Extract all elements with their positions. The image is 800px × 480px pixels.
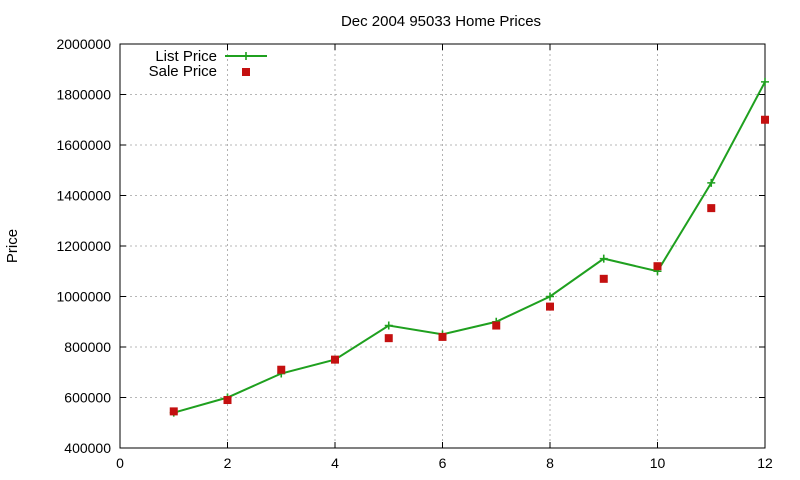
- list-price-point: [707, 178, 716, 187]
- y-tick-label: 1400000: [56, 188, 111, 204]
- sale-price-point: [492, 321, 501, 330]
- y-tick-label: 1200000: [56, 238, 111, 254]
- y-tick-label: 2000000: [56, 36, 111, 52]
- x-tick-label: 10: [650, 455, 666, 471]
- legend-swatch-sale-price: [242, 68, 250, 76]
- legend-label-list-price: List Price: [155, 48, 217, 65]
- sale-price-point: [331, 355, 339, 364]
- series-points: [169, 77, 769, 417]
- x-tick-label: 0: [116, 455, 124, 471]
- x-tick-label: 12: [757, 455, 773, 471]
- chart-title: Dec 2004 95033 Home Prices: [341, 13, 541, 30]
- legend-label-sale-price: Sale Price: [149, 63, 217, 80]
- y-tick-label: 800000: [64, 339, 111, 355]
- sale-price-point: [599, 274, 608, 283]
- list-price-point: [546, 292, 554, 301]
- sale-price-point: [546, 302, 554, 311]
- y-tick-label: 400000: [64, 440, 111, 456]
- sale-price-point: [277, 365, 286, 374]
- series-line-list-price: [173, 81, 766, 414]
- sale-price-point: [169, 407, 178, 416]
- plot-frame: [119, 43, 766, 449]
- list-price-point: [599, 254, 608, 263]
- grid-lines: [120, 44, 765, 448]
- x-tick-label: 6: [439, 455, 447, 471]
- legend: List Price Sale Price: [149, 48, 267, 80]
- y-tick-label: 1000000: [56, 289, 111, 305]
- x-tick-label: 4: [331, 455, 339, 471]
- list-price-point: [384, 321, 393, 330]
- x-tick-label: 8: [546, 455, 554, 471]
- y-tick-label: 600000: [64, 390, 111, 406]
- sale-price-point: [223, 396, 232, 405]
- y-axis-ticks: 400000 600000 800000 1000000 1200000 1400000 1…: [56, 36, 765, 456]
- legend-swatches: [225, 52, 267, 76]
- list-price-point: [761, 77, 769, 86]
- y-axis-label: Price: [4, 229, 21, 263]
- sale-price-point: [707, 204, 716, 213]
- y-tick-label: 1600000: [56, 137, 111, 153]
- legend-marker-list-price: [242, 52, 250, 60]
- sale-price-point: [761, 115, 769, 124]
- sale-price-point: [653, 262, 662, 271]
- x-axis-ticks: 0 2 4 6 8 10 12: [116, 44, 773, 471]
- x-tick-label: 2: [224, 455, 232, 471]
- sale-price-point: [438, 332, 447, 341]
- y-tick-label: 1800000: [56, 87, 111, 103]
- sale-price-point: [384, 334, 393, 343]
- series-lines: [173, 81, 766, 414]
